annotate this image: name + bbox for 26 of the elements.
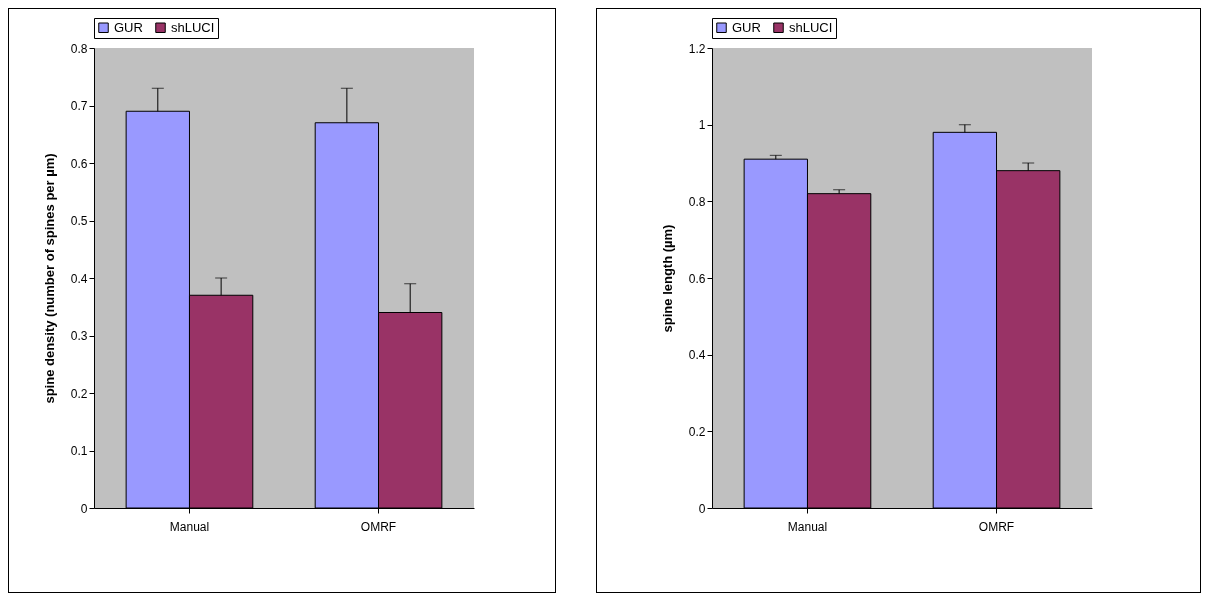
y-tick-label: 0 [80, 501, 88, 516]
y-tick-label: 0.6 [688, 271, 706, 286]
x-tick-label: Manual [169, 519, 210, 534]
legend-label: shLUCI [789, 19, 833, 35]
x-tick-label: OMRF [978, 519, 1015, 534]
legend-label: shLUCI [171, 19, 215, 35]
y-axis-title: spine density (number of spines per µm) [41, 153, 57, 404]
y-tick-label: 1.2 [688, 41, 706, 56]
y-tick-label: 0.5 [70, 214, 88, 228]
y-tick-label: 1 [698, 118, 706, 133]
y-tick-label: 0.2 [70, 386, 88, 401]
y-tick-label: 0.4 [688, 348, 706, 363]
y-tick-label: 0.6 [70, 156, 88, 171]
y-tick-label: 0.3 [70, 329, 88, 343]
y-tick-label: 0.4 [70, 271, 88, 286]
y-tick-label: 0.8 [70, 41, 88, 56]
y-tick-label: 0.2 [688, 424, 706, 439]
x-tick-label: OMRF [360, 519, 397, 534]
y-tick-label: 0 [698, 501, 706, 516]
y-tick-label: 0.7 [70, 99, 88, 113]
legend-label: GUR [114, 19, 143, 35]
y-tick-label: 0.8 [688, 194, 706, 209]
y-axis-title: spine length (µm) [659, 224, 675, 333]
y-tick-label: 0.1 [70, 444, 88, 458]
x-tick-label: Manual [787, 519, 828, 534]
legend-label: GUR [732, 19, 761, 35]
